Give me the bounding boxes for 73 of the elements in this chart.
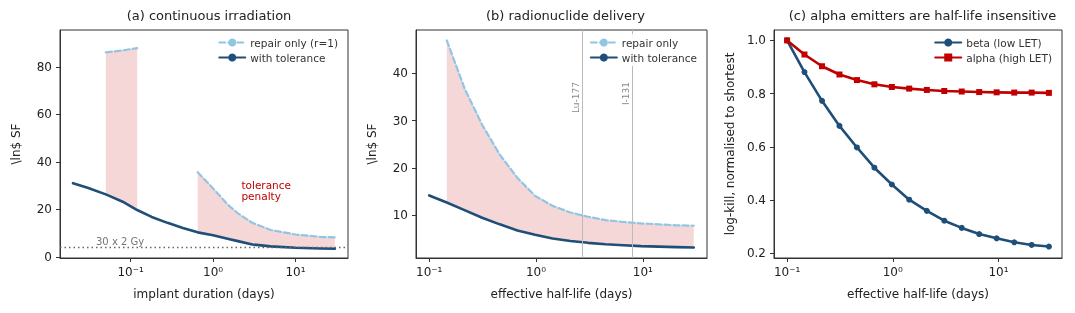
chart-title: (b) radionuclide delivery bbox=[485, 8, 646, 23]
point bbox=[871, 81, 878, 88]
x-axis-title: effective half-life (days) bbox=[847, 287, 989, 301]
point bbox=[906, 196, 913, 203]
point bbox=[819, 63, 826, 70]
point bbox=[888, 84, 895, 90]
point bbox=[888, 181, 895, 188]
ref-line-label: I-131 bbox=[620, 82, 631, 106]
y-tick-label: 0.2 bbox=[746, 246, 766, 261]
y-tick-label: 0.4 bbox=[746, 193, 766, 208]
point bbox=[836, 122, 843, 129]
point bbox=[853, 144, 860, 151]
ref-line-label: Lu-177 bbox=[570, 82, 581, 113]
point bbox=[976, 89, 983, 96]
y-tick-label: 20 bbox=[36, 202, 52, 217]
y-tick-label: 80 bbox=[36, 59, 52, 74]
y-tick-label: 0.8 bbox=[746, 86, 766, 101]
annotation: tolerance penalty bbox=[241, 178, 291, 202]
x-tick-label: 10⁰ bbox=[525, 265, 547, 279]
y-tick-label: 40 bbox=[36, 154, 52, 169]
y-tick-label: 20 bbox=[392, 160, 408, 175]
point bbox=[958, 224, 965, 231]
x-tick-label: 10¹ bbox=[988, 265, 1009, 279]
ref-line-label: 30 x 2 Gy bbox=[96, 235, 145, 247]
point bbox=[1045, 89, 1052, 96]
point bbox=[871, 164, 878, 171]
point bbox=[1011, 239, 1018, 246]
x-tick-label: 10⁻¹ bbox=[773, 265, 801, 279]
x-tick-label: 10⁻¹ bbox=[416, 265, 443, 279]
point bbox=[1045, 243, 1052, 250]
point bbox=[1011, 89, 1018, 96]
point bbox=[1028, 241, 1035, 248]
point bbox=[853, 77, 860, 84]
line-series bbox=[427, 194, 696, 249]
chart-title: (a) continuous irradiation bbox=[126, 8, 292, 23]
y-tick-label: 0 bbox=[44, 249, 52, 264]
x-tick-label: 10¹ bbox=[632, 265, 654, 279]
point bbox=[801, 69, 808, 76]
legend-label: repair only (r=1) bbox=[250, 36, 339, 49]
legend-label: alpha (high LET) bbox=[966, 51, 1052, 64]
point bbox=[958, 88, 965, 95]
y-axis-title: \ln$ SF bbox=[9, 123, 23, 165]
point bbox=[993, 235, 1000, 242]
point bbox=[941, 88, 948, 94]
point bbox=[801, 51, 808, 58]
y-tick-label: 60 bbox=[36, 107, 52, 122]
y-axis-title: \ln$ SF bbox=[365, 123, 379, 165]
x-axis-title: effective half-life (days) bbox=[490, 287, 633, 301]
y-tick-label: 0.6 bbox=[746, 139, 766, 154]
point bbox=[923, 86, 930, 93]
point bbox=[976, 231, 983, 238]
y-tick-label: 40 bbox=[392, 66, 408, 81]
x-tick-label: 10⁰ bbox=[882, 265, 903, 279]
x-tick-label: 10⁻¹ bbox=[117, 265, 145, 279]
point bbox=[906, 85, 913, 92]
y-axis-title: log-kill, normalised to shortest bbox=[723, 52, 737, 236]
x-axis-title: implant duration (days) bbox=[133, 287, 275, 301]
y-tick-label: 30 bbox=[392, 113, 408, 128]
point bbox=[993, 89, 1000, 96]
point bbox=[819, 97, 826, 104]
legend-label: with tolerance bbox=[621, 51, 697, 64]
x-tick-label: 10¹ bbox=[285, 265, 306, 279]
point bbox=[836, 71, 843, 78]
legend-label: repair only bbox=[621, 36, 679, 49]
point bbox=[941, 217, 948, 224]
x-tick-label: 10⁰ bbox=[203, 265, 224, 279]
legend-label: with tolerance bbox=[250, 51, 326, 64]
point bbox=[923, 207, 930, 214]
legend-label: beta (low LET) bbox=[966, 36, 1042, 49]
y-tick-label: 10 bbox=[392, 208, 408, 223]
chart-title: (c) alpha emitters are half-life insensitive bbox=[788, 8, 1057, 23]
y-tick-label: 1.0 bbox=[746, 33, 766, 48]
point bbox=[1028, 89, 1035, 96]
